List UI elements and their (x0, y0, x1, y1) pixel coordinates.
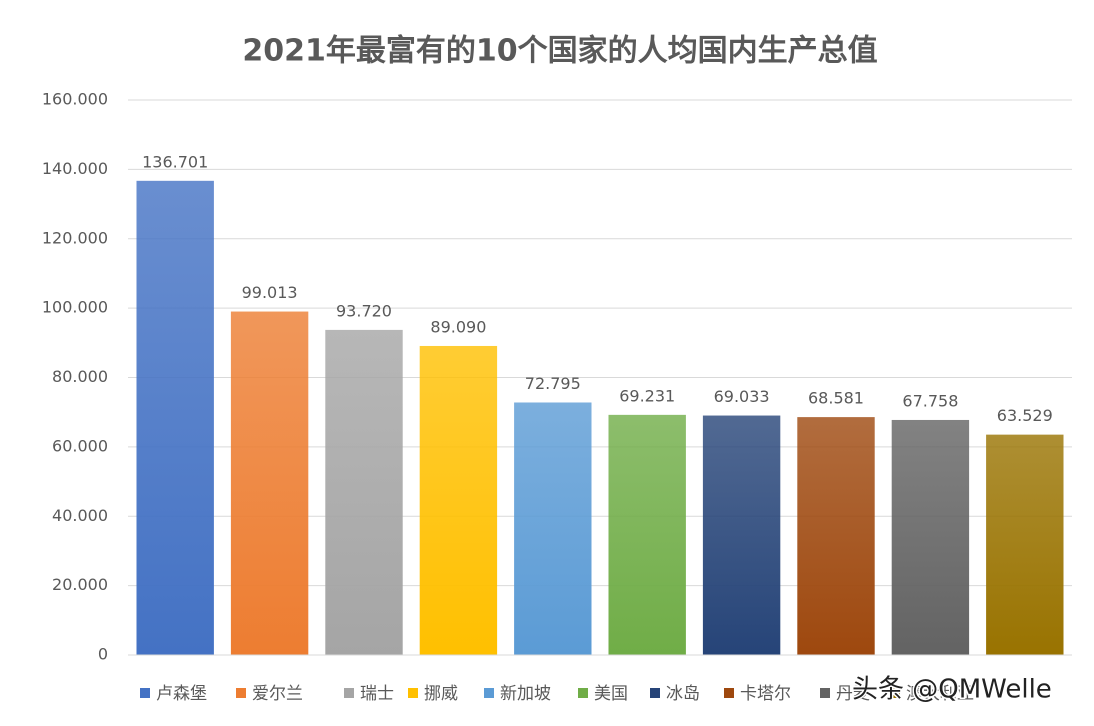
y-tick-label: 100.000 (42, 298, 108, 317)
bar (986, 434, 1064, 655)
chart-title: 2021年最富有的10个国家的人均国内生产总值 (242, 34, 877, 69)
legend-label: 卢森堡 (156, 684, 207, 704)
legend-label: 丹麦 (836, 684, 870, 704)
y-tick-label: 0 (98, 645, 108, 664)
value-label: 89.090 (430, 317, 486, 336)
legend-swatch (344, 688, 354, 698)
legend-swatch (484, 688, 494, 698)
value-label: 69.231 (619, 386, 675, 405)
legend-swatch (650, 688, 660, 698)
value-label: 72.795 (525, 374, 581, 393)
bar (891, 419, 970, 655)
bar (702, 415, 781, 655)
y-tick-label: 40.000 (52, 506, 108, 525)
legend-swatch (140, 688, 150, 698)
bar (136, 180, 214, 655)
y-tick-label: 80.000 (52, 367, 108, 386)
value-label: 68.581 (808, 389, 864, 408)
value-label: 63.529 (997, 406, 1053, 425)
legend-swatch (724, 688, 734, 698)
y-tick-label: 160.000 (42, 90, 108, 109)
y-tick-label: 140.000 (42, 159, 108, 178)
y-tick-label: 20.000 (52, 575, 108, 594)
legend-swatch (236, 688, 246, 698)
legend-swatch (578, 688, 588, 698)
legend-label: 卡塔尔 (740, 684, 791, 704)
bar (419, 345, 498, 655)
legend-label: 美国 (594, 684, 628, 704)
legend-label: 瑞士 (360, 684, 394, 704)
bar (608, 414, 686, 655)
legend-label: 新加坡 (500, 684, 551, 704)
value-label: 93.720 (336, 301, 392, 320)
bar (797, 417, 875, 655)
value-label: 67.758 (902, 391, 958, 410)
y-tick-label: 120.000 (42, 228, 108, 247)
legend-swatch (408, 688, 418, 698)
legend-label: 冰岛 (666, 684, 700, 704)
bar (230, 311, 309, 655)
y-tick-label: 60.000 (52, 436, 108, 455)
legend-label: 澳大利亚 (906, 684, 974, 704)
bar (514, 402, 592, 655)
value-label: 136.701 (142, 152, 208, 171)
value-label: 99.013 (242, 283, 298, 302)
watermark: 头条 @QMWelle (852, 675, 1052, 705)
legend-label: 爱尔兰 (252, 684, 303, 704)
legend-swatch (890, 688, 900, 698)
bar (325, 329, 403, 655)
legend-swatch (820, 688, 830, 698)
legend-label: 挪威 (424, 684, 458, 704)
value-label: 69.033 (714, 387, 770, 406)
